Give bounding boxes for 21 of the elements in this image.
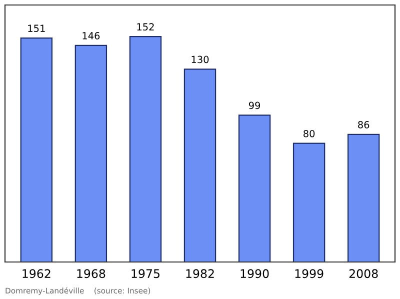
- data-label: 152: [137, 23, 154, 31]
- bar: [347, 134, 380, 262]
- bar: [74, 44, 108, 262]
- bar: [129, 36, 162, 262]
- x-tick-label: 1968: [77, 269, 106, 278]
- x-tick-label: 1975: [132, 269, 160, 278]
- x-tick-label: 1962: [22, 269, 50, 278]
- x-tick-label: 2008: [349, 269, 378, 278]
- data-label: 151: [28, 24, 45, 32]
- x-tick-label: 1990: [240, 269, 269, 278]
- data-label: 146: [82, 32, 100, 40]
- x-tick-label: 1982: [186, 269, 214, 278]
- data-label: 99: [248, 102, 260, 110]
- bar: [184, 68, 216, 262]
- data-label: 86: [358, 121, 370, 128]
- bar: [238, 114, 271, 262]
- x-tick-label: 1999: [295, 269, 324, 278]
- bar: [292, 142, 326, 262]
- data-label: 130: [192, 56, 209, 64]
- bar: [20, 37, 53, 262]
- data-label: 80: [304, 130, 315, 138]
